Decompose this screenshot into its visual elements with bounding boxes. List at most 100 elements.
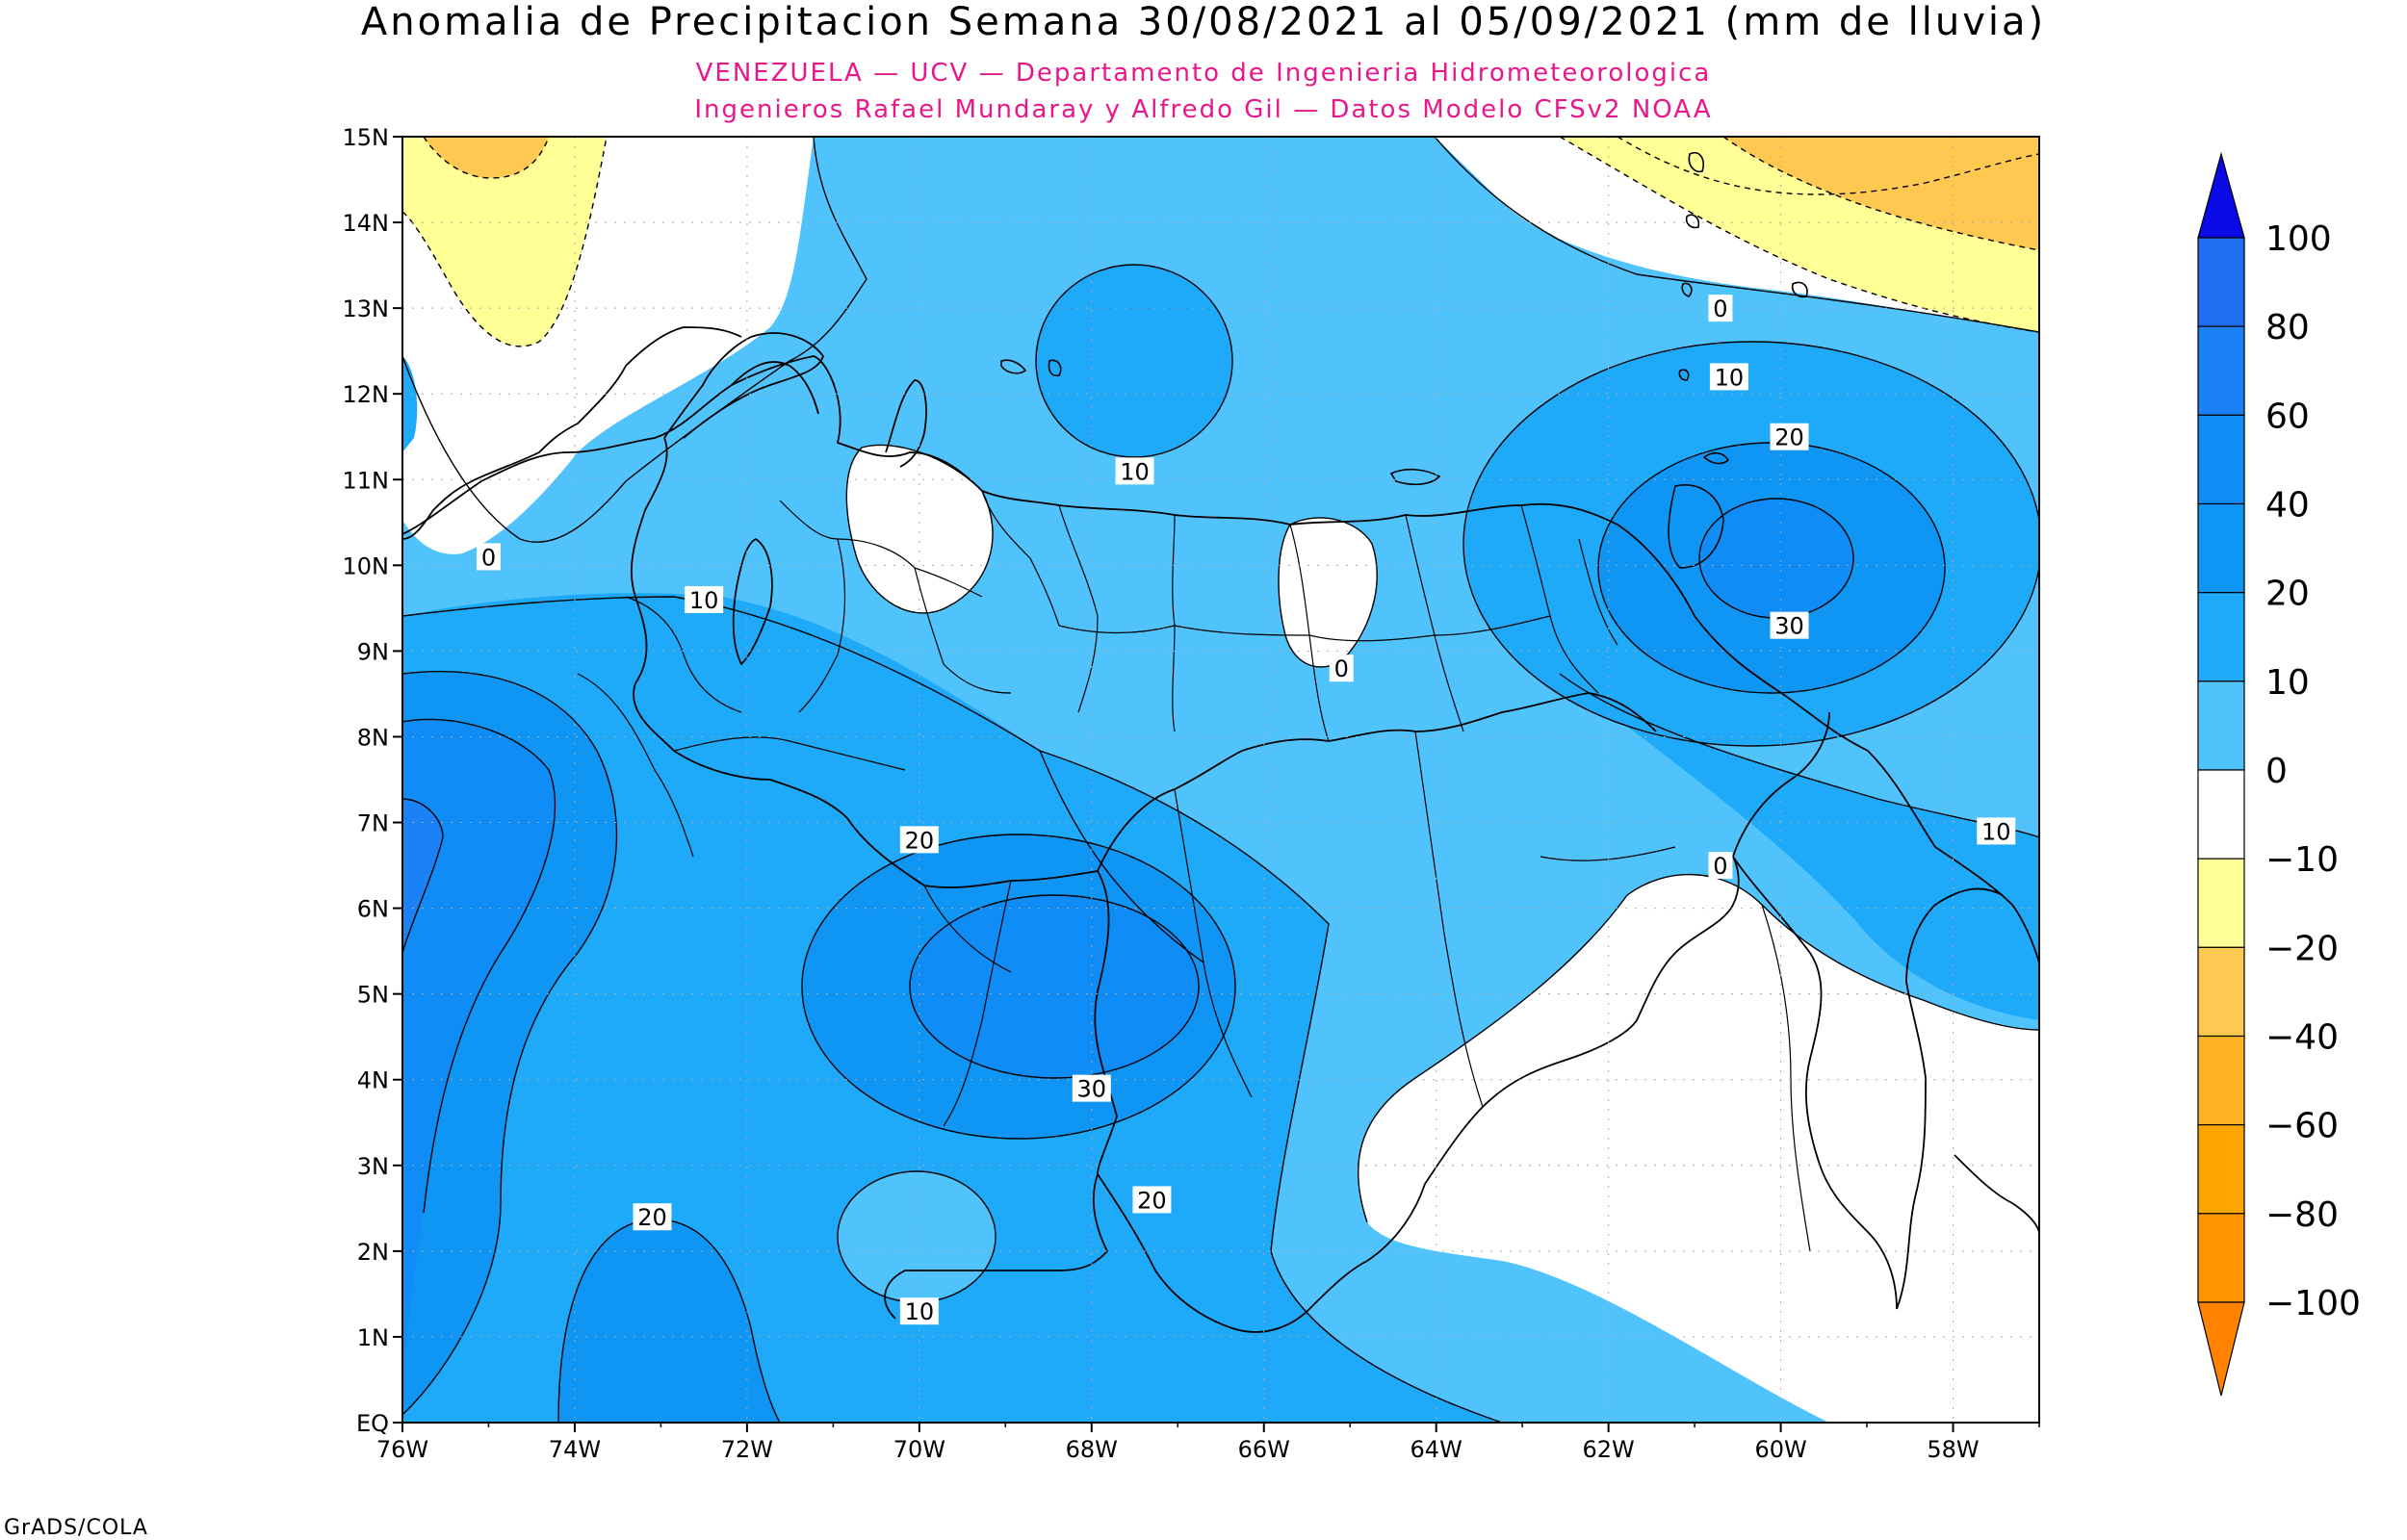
island-barbados (1791, 281, 1808, 298)
colorbar-label: −10 (2265, 840, 2339, 880)
lon-tick-label: 74W (549, 1436, 601, 1463)
lon-tick-label: 72W (721, 1436, 773, 1463)
colorbar-swatch (2197, 1213, 2245, 1303)
anomaly-fill-60-80-w (402, 799, 443, 953)
svg-text:0: 0 (481, 544, 496, 571)
colorbar-swatch (2197, 680, 2245, 771)
colorbar-label: −100 (2265, 1284, 2361, 1323)
coast-west (402, 326, 742, 540)
colorbar-label: 20 (2265, 575, 2310, 614)
lon-axis: 76W 74W 72W 70W 68W 66W 64W 62W 60W 58W (376, 1423, 2040, 1463)
colorbar-swatch (2197, 769, 2245, 860)
colorbar-bottom-arrow (2197, 1301, 2245, 1397)
contour-label: 10 (899, 1297, 939, 1325)
colorbar-swatch (2197, 325, 2245, 416)
svg-text:0: 0 (1713, 295, 1727, 322)
island-curacao (1000, 359, 1027, 374)
colorbar-swatch (2197, 502, 2245, 594)
lat-tick-label: 10N (343, 552, 390, 579)
islands (1000, 152, 1808, 569)
lat-tick-label: 1N (357, 1324, 389, 1351)
colorbar-label: −60 (2265, 1107, 2339, 1146)
svg-text:0: 0 (1334, 655, 1349, 682)
svg-text:30: 30 (1774, 613, 1804, 640)
lat-tick-label: 8N (357, 724, 389, 751)
anomaly-neg-nw-core (424, 137, 549, 178)
svg-text:10: 10 (905, 1298, 935, 1325)
map-subtitle-authors: Ingenieros Rafael Mundaray y Alfredo Gil… (694, 95, 1713, 124)
colorbar-label: −40 (2265, 1018, 2339, 1058)
svg-text:10: 10 (1981, 818, 2011, 845)
svg-text:20: 20 (1137, 1187, 1167, 1214)
border-colombia-south (884, 1173, 1108, 1320)
contour-label: 20 (1132, 1186, 1172, 1214)
lat-tick-label: 14N (343, 210, 390, 237)
state-borders (577, 490, 1811, 1252)
lat-tick-label: 5N (357, 982, 389, 1009)
anomaly-neg-nw (402, 137, 607, 346)
contour-lines-negative (402, 137, 2039, 347)
lon-tick-label: 62W (1582, 1436, 1634, 1463)
svg-text:20: 20 (1774, 424, 1804, 451)
svg-text:10: 10 (689, 587, 719, 614)
anomaly-white-orinoco (1279, 517, 1378, 667)
colorbar-label: 100 (2265, 219, 2332, 259)
island-tobago (1702, 451, 1730, 465)
coastline-gulf-venezuela (663, 332, 824, 439)
software-credit: GrADS/COLA (4, 1516, 148, 1540)
island-stlucia (1685, 214, 1700, 229)
colorbar-swatch (2197, 237, 2245, 327)
map-title: Anomalia de Precipitacion Semana 30/08/2… (360, 0, 2047, 44)
colorbar-label: −20 (2265, 929, 2339, 968)
peninsula-paraguana (885, 379, 927, 468)
island-trinidad (1668, 484, 1724, 569)
contour-label: 20 (1770, 423, 1809, 451)
river-orinoco (1097, 692, 1657, 872)
lake-maracaibo (732, 538, 773, 665)
lat-axis: EQ 1N 2N 3N 4N 5N 6N 7N 8N 9N 10N 11N 12N 13N 14N 15N (343, 124, 402, 1437)
lat-tick-label: 2N (357, 1239, 389, 1266)
colorbar-swatch (2197, 858, 2245, 948)
lon-tick-label: 60W (1754, 1436, 1806, 1463)
lat-tick-label: 9N (357, 638, 389, 665)
lon-tick-label: 66W (1238, 1436, 1290, 1463)
map-frame (401, 136, 2040, 1424)
svg-text:10: 10 (1120, 458, 1150, 485)
island-margarita (1389, 468, 1441, 486)
lat-tick-label: 6N (357, 896, 389, 923)
colorbar-label: 0 (2265, 752, 2288, 791)
colorbar-swatch (2197, 1035, 2245, 1126)
anomaly-fill-20-40-s (558, 1219, 780, 1423)
lon-tick-label: 58W (1927, 1436, 1979, 1463)
lat-tick-label: EQ (356, 1410, 389, 1437)
colorbar-swatch (2197, 946, 2245, 1038)
contour-label: 10 (1115, 457, 1154, 485)
map-panel: 0 10 10 0 0 10 20 30 10 0 20 30 20 20 10 (402, 137, 2039, 1423)
island-martinique (1688, 152, 1704, 173)
svg-text:10: 10 (1715, 364, 1745, 391)
contour-label: 0 (1708, 295, 1733, 322)
contour-label: 20 (633, 1203, 672, 1231)
contour-lines (402, 137, 2039, 1423)
contour-label: 10 (1709, 363, 1748, 391)
anomaly-fill-0-10-south (838, 1171, 996, 1302)
map-gridlines (402, 137, 2039, 1423)
colorbar-label: 80 (2265, 308, 2310, 347)
contour-label: 0 (1708, 852, 1733, 880)
lat-tick-label: 12N (343, 381, 390, 408)
anomaly-fill-10-20-w-edge (402, 356, 418, 452)
colorbar-swatch (2197, 1124, 2245, 1215)
border-venezuela-brazil (1097, 856, 1740, 1333)
lat-tick-label: 13N (343, 295, 390, 322)
island-stvincent (1681, 282, 1693, 297)
contour-label: 10 (685, 585, 724, 614)
anomaly-white-nw (402, 137, 814, 554)
anomaly-white-se (1358, 874, 2039, 1423)
lon-tick-label: 76W (376, 1436, 428, 1463)
lon-tick-label: 68W (1066, 1436, 1118, 1463)
border-guyana-suriname (1896, 887, 2004, 1310)
coastlines-borders (402, 326, 2039, 1333)
border-colombia-venezuela (630, 437, 1118, 1175)
peninsula-guajira (731, 361, 819, 415)
